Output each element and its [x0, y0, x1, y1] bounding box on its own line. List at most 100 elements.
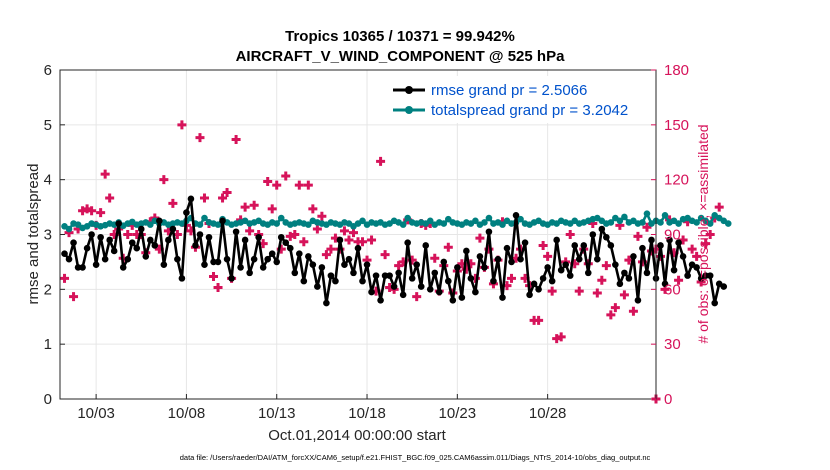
- legend-rmse-marker: [405, 86, 413, 94]
- obs-count-point: [674, 275, 684, 285]
- obs-count-point: [565, 230, 575, 239]
- obs-count-point: [556, 332, 566, 342]
- y-tick-label: 2: [44, 281, 52, 298]
- obs-count-point: [547, 286, 557, 296]
- rmse-point: [142, 253, 150, 260]
- obs-count-point: [443, 242, 453, 252]
- obs-count-point: [692, 251, 702, 261]
- rmse-point: [499, 294, 506, 301]
- rmse-point: [250, 255, 258, 263]
- legend: rmse grand pr = 2.5066 totalspread grand…: [388, 76, 650, 123]
- rmse-point: [345, 255, 353, 263]
- rmse-point: [219, 217, 226, 225]
- rmse-point: [399, 291, 407, 299]
- obs-count-point: [96, 208, 106, 218]
- rmse-point: [228, 275, 235, 282]
- rmse-point: [417, 283, 425, 290]
- obs-count-point: [633, 231, 643, 241]
- rmse-point: [128, 239, 136, 247]
- y-axis-label: rmse and totalspread: [25, 164, 42, 305]
- rmse-point: [539, 275, 547, 282]
- obs-count-point: [209, 272, 219, 282]
- totalspread-point: [201, 214, 208, 222]
- rmse-point: [323, 299, 330, 307]
- obs-count-point: [543, 251, 553, 261]
- rmse-point: [377, 297, 384, 304]
- rmse-point: [422, 242, 430, 249]
- totalspread-point: [616, 217, 624, 225]
- obs-count-point: [213, 283, 223, 293]
- rmse-point: [666, 236, 673, 244]
- totalspread-point: [706, 220, 714, 227]
- obs-count-point: [87, 206, 97, 216]
- rmse-point: [147, 236, 154, 244]
- obs-count-point: [308, 204, 318, 214]
- rmse-point: [535, 286, 542, 293]
- x-axis-label: Oct.01,2014 00:00:00 start: [268, 427, 446, 444]
- rmse-point: [526, 291, 533, 299]
- y2-axis-label: # of obs: o=possible; ×=assimilated: [695, 124, 711, 343]
- rmse-point: [630, 253, 637, 260]
- obs-count-point: [82, 204, 92, 214]
- legend-totalspread-marker: [405, 106, 413, 114]
- obs-count-point: [299, 237, 309, 247]
- rmse-point: [494, 255, 502, 263]
- obs-count-point: [376, 156, 386, 166]
- rmse-point: [512, 212, 520, 219]
- rmse-point: [255, 233, 262, 241]
- rmse-point: [156, 217, 163, 225]
- rmse-point: [101, 255, 109, 263]
- x-tick-label: 10/18: [348, 405, 386, 422]
- rmse-point: [467, 275, 475, 282]
- obs-count-point: [321, 250, 331, 260]
- rmse-point: [241, 236, 249, 244]
- obs-count-point: [263, 176, 273, 186]
- totalspread-point: [440, 220, 448, 227]
- rmse-point: [679, 253, 687, 260]
- rmse-point: [639, 244, 646, 252]
- totalspread-point: [643, 210, 651, 217]
- obs-count-point: [123, 230, 133, 239]
- rmse-point: [327, 272, 335, 279]
- totalspread-point: [404, 214, 411, 222]
- obs-count-point: [267, 204, 277, 214]
- x-tick-label: 10/28: [529, 405, 567, 422]
- totalspread-point: [426, 217, 434, 225]
- obs-count-point: [348, 228, 358, 238]
- rmse-point: [490, 277, 497, 285]
- rmse-point: [119, 264, 127, 271]
- x-tick-label: 10/08: [168, 405, 206, 422]
- totalspread-point: [472, 217, 479, 225]
- obs-count-point: [507, 273, 517, 283]
- totalspread-point: [675, 220, 682, 227]
- totalspread-point: [196, 221, 204, 228]
- obs-count-point: [705, 230, 715, 239]
- obs-count-point: [177, 120, 187, 130]
- obs-count-point: [714, 202, 724, 212]
- rmse-point: [657, 242, 664, 249]
- rmse-point: [458, 294, 466, 301]
- x-tick-label: 10/13: [258, 405, 296, 422]
- rmse-point: [584, 269, 592, 277]
- totalspread-point: [65, 225, 73, 233]
- rmse-point: [169, 225, 177, 233]
- obs-count-point: [105, 193, 115, 203]
- legend-rmse-label: rmse grand pr = 2.5066: [431, 82, 587, 99]
- rmse-point: [205, 233, 213, 241]
- rmse-point: [259, 264, 267, 271]
- rmse-point: [670, 266, 678, 274]
- rmse-point: [350, 269, 357, 277]
- obs-count-point: [303, 180, 313, 190]
- rmse-point: [223, 255, 231, 263]
- obs-count-point: [249, 200, 259, 210]
- rmse-point: [463, 247, 470, 255]
- rmse-point: [106, 236, 113, 244]
- y2-tick-label: 60: [664, 281, 681, 298]
- obs-count-point: [78, 206, 88, 216]
- obs-count-point: [69, 292, 79, 302]
- obs-count-point: [294, 180, 304, 190]
- rmse-point: [291, 269, 299, 277]
- obs-count-point: [195, 133, 205, 143]
- rmse-point: [548, 277, 556, 285]
